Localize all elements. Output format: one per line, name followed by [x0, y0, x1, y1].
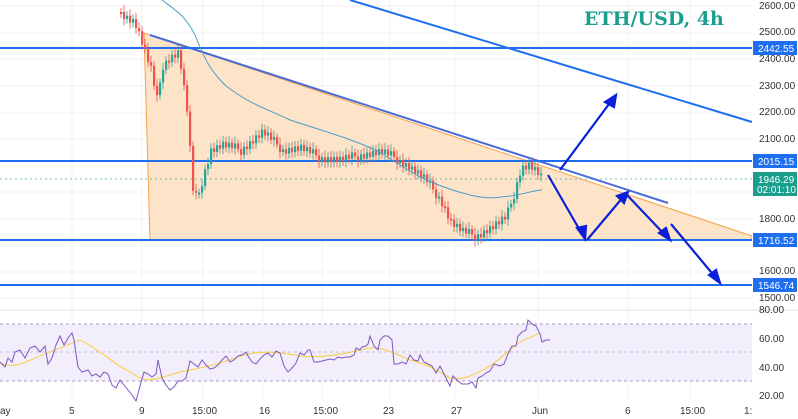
- level-tag-2015: 2015.15: [753, 154, 797, 168]
- svg-text:9: 9: [139, 406, 145, 417]
- support-resistance-levels[interactable]: [0, 47, 752, 286]
- svg-text:6: 6: [625, 406, 631, 417]
- svg-text:2600.00: 2600.00: [759, 1, 796, 12]
- svg-text:15:00: 15:00: [192, 406, 217, 417]
- svg-text:2200.00: 2200.00: [759, 107, 796, 118]
- triangle-resistance-line[interactable]: [149, 34, 669, 204]
- svg-text:15:00: 15:00: [680, 406, 705, 417]
- svg-text:1:: 1:: [744, 406, 752, 417]
- svg-text:2442.55: 2442.55: [758, 44, 795, 55]
- svg-text:2400.00: 2400.00: [759, 54, 796, 65]
- svg-text:02:01:10: 02:01:10: [757, 185, 796, 196]
- svg-text:1800.00: 1800.00: [759, 214, 796, 225]
- svg-text:1546.74: 1546.74: [758, 281, 795, 292]
- svg-text:60.00: 60.00: [759, 334, 784, 345]
- svg-text:27: 27: [451, 406, 463, 417]
- svg-text:80.00: 80.00: [759, 305, 784, 316]
- moving-average-line: [161, 0, 543, 199]
- time-axis[interactable]: ay 5 9 15:00 16 15:00 23 27 Jun 6 15:00 …: [0, 406, 752, 417]
- level-tag-1546: 1546.74: [753, 278, 797, 292]
- svg-text:ay: ay: [0, 406, 11, 417]
- candles: [120, 5, 543, 247]
- svg-text:1716.52: 1716.52: [758, 236, 795, 247]
- projection-arrows: [547, 92, 723, 286]
- rsi-band: [0, 324, 752, 381]
- svg-text:15:00: 15:00: [313, 406, 338, 417]
- chart-title: ETH/USD, 4h: [584, 8, 724, 30]
- svg-text:1600.00: 1600.00: [759, 266, 796, 277]
- svg-text:2500.00: 2500.00: [759, 27, 796, 38]
- svg-text:2100.00: 2100.00: [759, 134, 796, 145]
- svg-text:Jun: Jun: [532, 406, 548, 417]
- svg-text:2300.00: 2300.00: [759, 81, 796, 92]
- svg-text:20.00: 20.00: [759, 391, 784, 402]
- rsi-line: [0, 318, 550, 403]
- svg-text:2015.15: 2015.15: [758, 157, 795, 168]
- svg-text:1946.29: 1946.29: [758, 175, 795, 186]
- descending-channel-line[interactable]: [349, 0, 753, 123]
- current-price-tag: 1946.29 02:01:10: [753, 172, 797, 196]
- svg-text:40.00: 40.00: [759, 363, 784, 374]
- level-tag-2442: 2442.55: [753, 41, 797, 55]
- svg-text:16: 16: [259, 406, 271, 417]
- svg-text:5: 5: [69, 406, 75, 417]
- level-tag-1716: 1716.52: [753, 233, 797, 247]
- svg-text:23: 23: [383, 406, 395, 417]
- svg-text:1500.00: 1500.00: [759, 293, 796, 304]
- rsi-axis[interactable]: 80.00 60.00 40.00 20.00: [759, 305, 784, 402]
